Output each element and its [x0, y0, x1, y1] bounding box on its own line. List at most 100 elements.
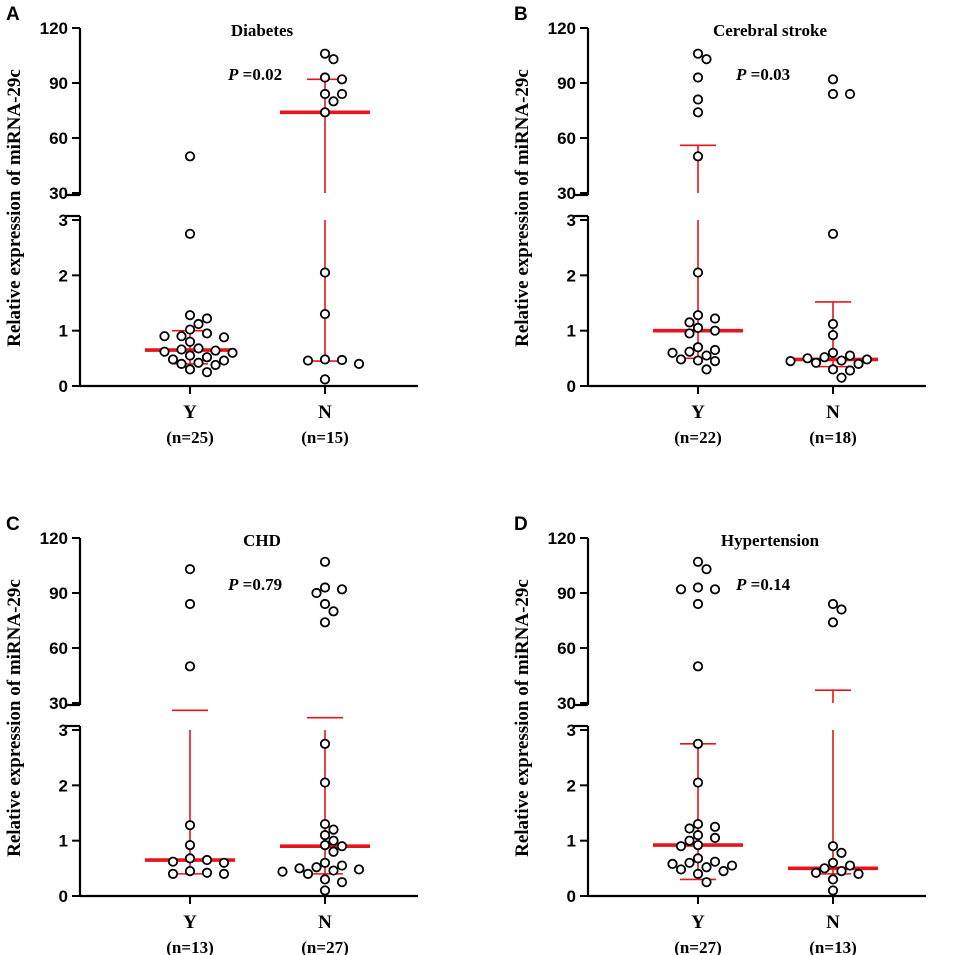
- y-tick-label: 0: [567, 887, 576, 906]
- data-point: [692, 151, 704, 162]
- data-point: [193, 357, 204, 368]
- data-point: [210, 359, 221, 371]
- panel-letter: B: [514, 4, 528, 25]
- data-point: [302, 868, 314, 879]
- data-point: [709, 325, 721, 336]
- data-point: [827, 329, 839, 341]
- data-point: [844, 860, 856, 871]
- data-point: [802, 353, 813, 364]
- y-tick-label: 60: [557, 129, 576, 148]
- data-point: [701, 364, 712, 375]
- group-n-label: (n=15): [301, 428, 348, 447]
- data-point: [692, 777, 704, 788]
- data-point: [692, 853, 704, 864]
- data-point: [328, 606, 339, 617]
- y-axis-label: Relative expression of miRNA-29c: [4, 69, 25, 347]
- data-point: [667, 858, 678, 870]
- panel-letter: A: [6, 4, 20, 25]
- data-point: [184, 820, 196, 831]
- data-point: [692, 868, 704, 879]
- y-tick-label: 0: [59, 377, 68, 396]
- y-tick-label: 30: [557, 694, 576, 713]
- data-point: [336, 88, 348, 100]
- chart-panel-c: C CHD P =0.79 Relative expression of miRNA-…: [4, 514, 418, 955]
- data-point: [319, 308, 331, 320]
- data-point: [692, 322, 704, 333]
- data-point: [319, 830, 331, 841]
- data-point: [709, 344, 721, 356]
- data-point: [319, 777, 331, 788]
- data-point: [184, 336, 196, 347]
- y-tick-label: 30: [557, 184, 576, 203]
- p-value: =0.03: [746, 65, 790, 84]
- data-point: [201, 867, 213, 878]
- data-point: [709, 355, 721, 367]
- data-point: [692, 310, 704, 321]
- data-point: [167, 868, 179, 879]
- data-point: [827, 885, 839, 896]
- data-point: [810, 867, 822, 878]
- p-symbol: P: [227, 65, 239, 84]
- y-tick-label: 90: [557, 74, 576, 93]
- data-point: [328, 835, 339, 846]
- data-point: [328, 865, 339, 876]
- data-point: [675, 584, 687, 595]
- data-point: [853, 868, 864, 879]
- x-tick-label: Y: [691, 912, 705, 933]
- data-point: [701, 350, 712, 361]
- data-point: [684, 317, 695, 328]
- data-point: [319, 582, 331, 593]
- data-point: [692, 72, 704, 83]
- data-point: [827, 598, 839, 610]
- data-point: [667, 347, 678, 358]
- data-point: [675, 864, 687, 875]
- data-point: [827, 364, 839, 375]
- data-point: [176, 331, 187, 342]
- data-point: [319, 874, 331, 885]
- data-point: [692, 48, 704, 59]
- chart-title: Diabetes: [231, 21, 294, 40]
- data-point: [319, 107, 331, 118]
- data-point: [701, 54, 712, 65]
- p-symbol: P: [735, 575, 747, 594]
- y-tick-label: 120: [548, 19, 576, 38]
- data-point: [819, 352, 830, 363]
- data-point: [692, 818, 704, 830]
- data-point: [159, 346, 170, 357]
- y-tick-label: 120: [40, 529, 68, 548]
- data-point: [827, 347, 839, 358]
- x-tick-label: N: [826, 402, 840, 423]
- data-point: [319, 354, 331, 365]
- data-point: [836, 604, 847, 615]
- data-point: [184, 853, 196, 864]
- y-tick-label: 2: [59, 266, 68, 285]
- data-point: [709, 584, 721, 595]
- data-point: [709, 856, 721, 867]
- x-tick-label: N: [318, 402, 332, 423]
- data-point: [827, 318, 839, 330]
- y-tick-label: 90: [49, 584, 68, 603]
- data-point: [184, 324, 196, 335]
- data-point: [353, 864, 365, 875]
- panel-letter: C: [6, 514, 20, 535]
- data-point: [294, 863, 305, 874]
- data-point: [692, 94, 704, 105]
- data-point: [328, 846, 339, 857]
- data-point: [184, 839, 196, 851]
- data-point: [319, 48, 331, 59]
- group-n-label: (n=13): [809, 938, 856, 955]
- data-point: [167, 856, 179, 867]
- data-point: [218, 857, 230, 868]
- data-point: [819, 863, 830, 874]
- data-point: [319, 374, 331, 385]
- data-point: [319, 738, 331, 749]
- data-point: [709, 821, 721, 832]
- data-point: [827, 874, 839, 885]
- data-point: [336, 74, 348, 85]
- data-point: [692, 342, 704, 353]
- y-tick-label: 60: [49, 639, 68, 658]
- data-point: [827, 857, 839, 868]
- data-point: [336, 841, 348, 852]
- data-point: [319, 598, 331, 610]
- data-point: [684, 346, 695, 357]
